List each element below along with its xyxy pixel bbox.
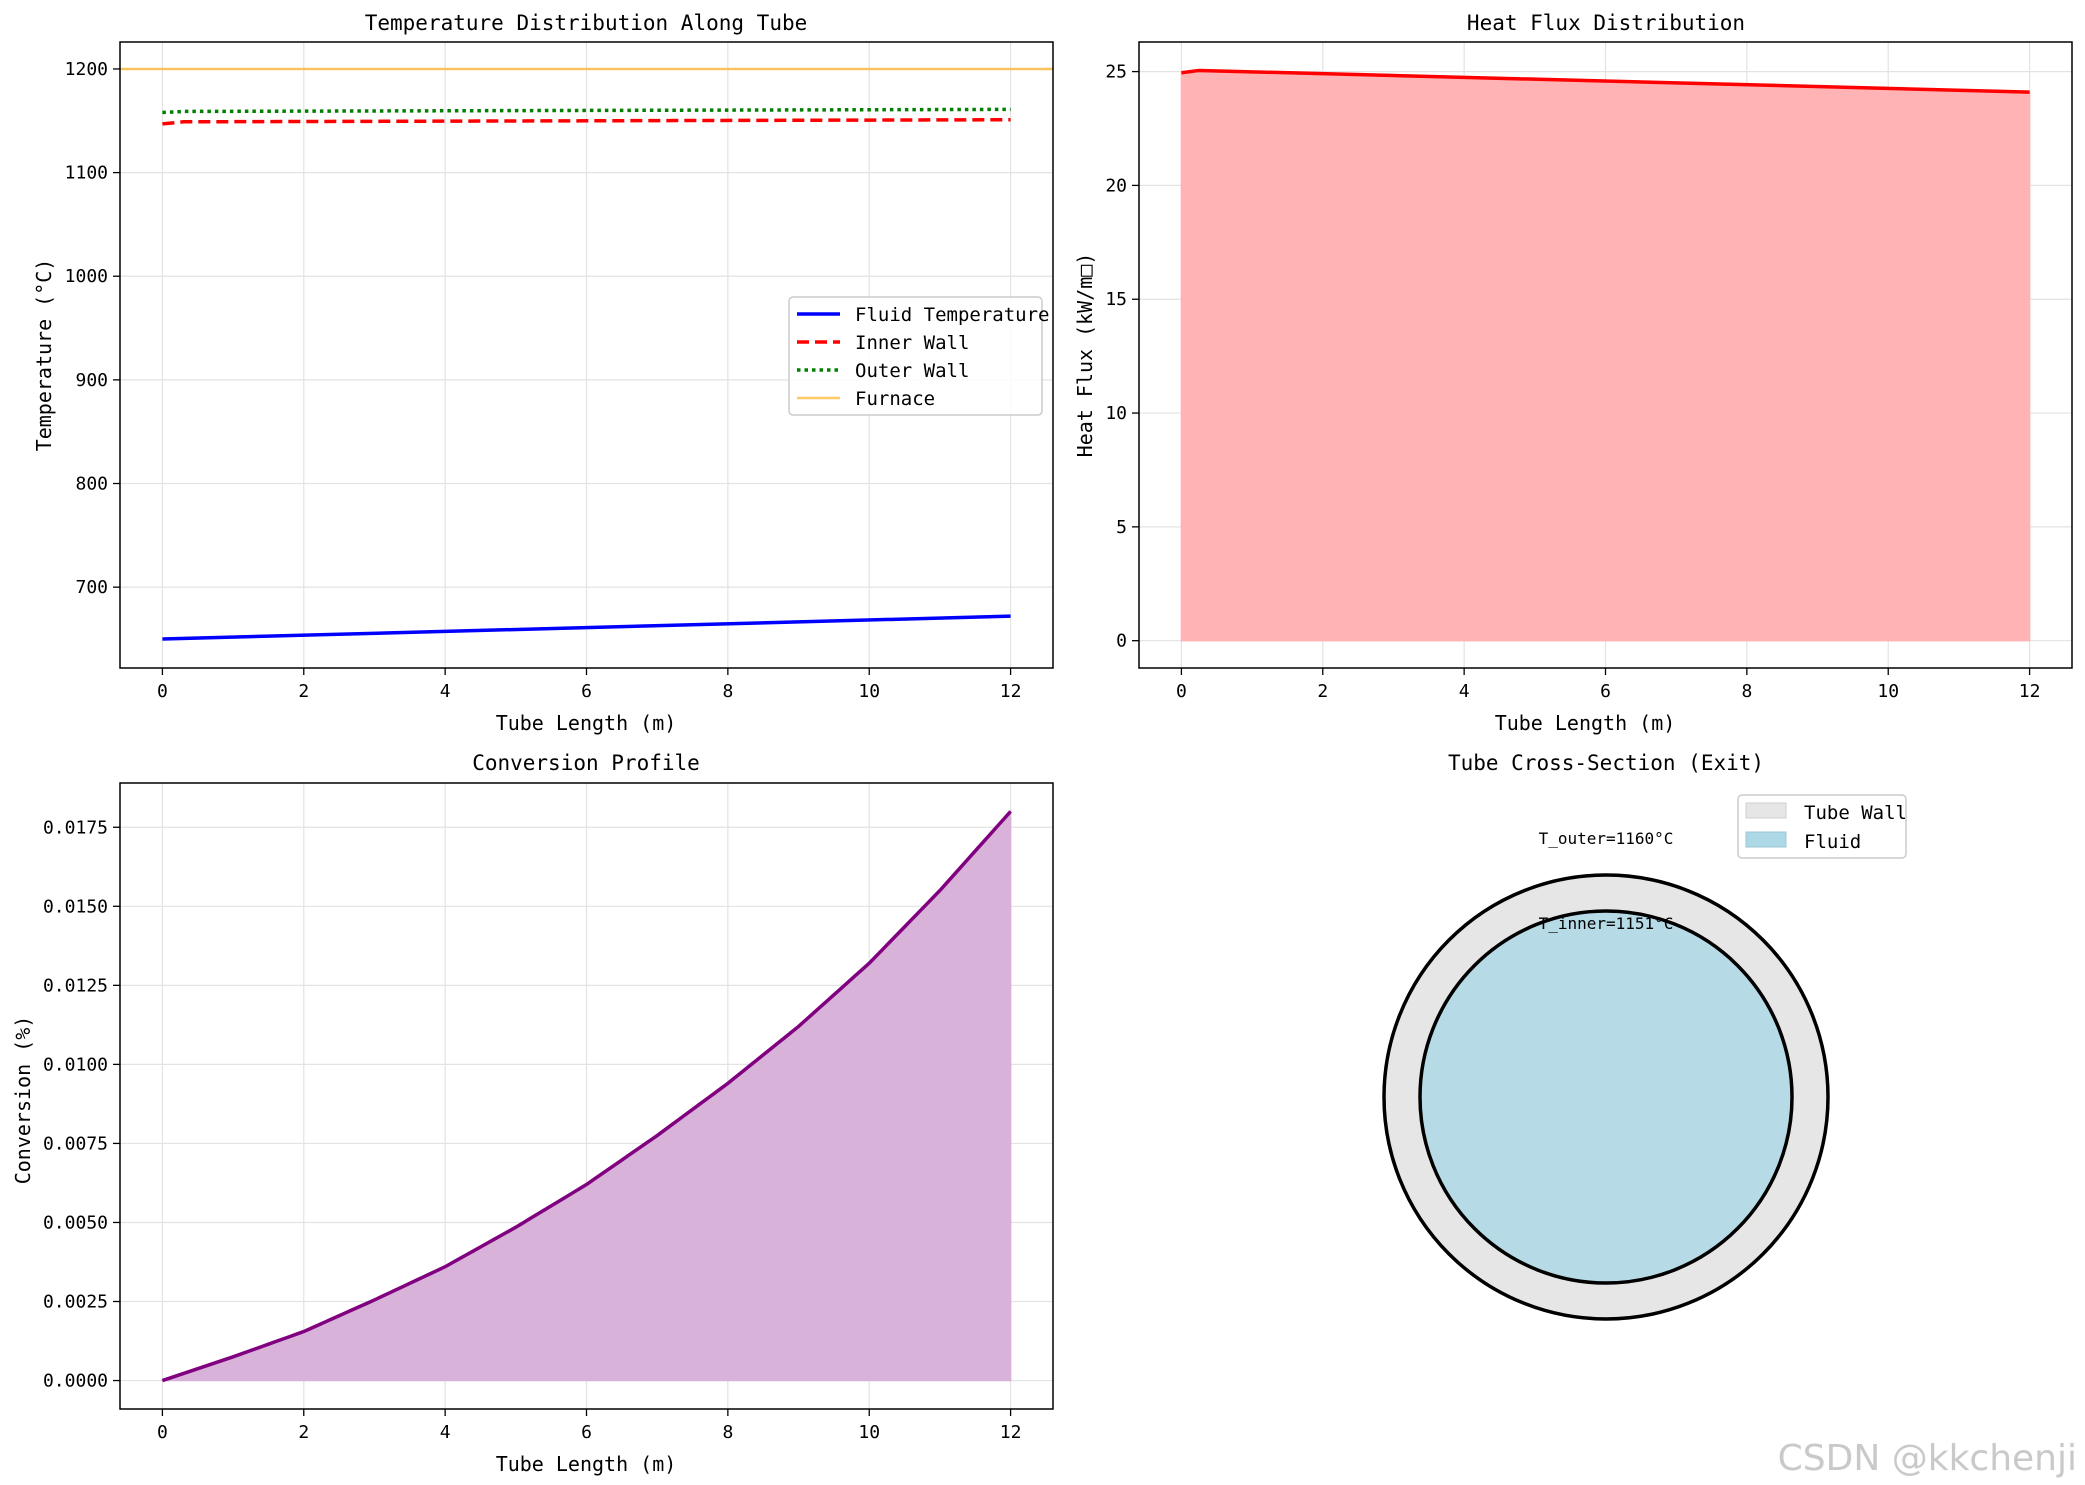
heat-flux-series-line	[1181, 68, 2030, 94]
temperature-x-tick-label: 6	[581, 681, 592, 702]
legend-furnace-label: Furnace	[855, 388, 935, 410]
heat-flux-x-tick-label: 12	[2019, 681, 2041, 702]
legend-inner-wall-label: Inner Wall	[855, 332, 969, 354]
conversion-chart-title: Conversion Profile	[472, 751, 700, 775]
conversion-y-tick-label: 0.0150	[43, 896, 108, 917]
conversion-x-label: Tube Length (m)	[496, 1452, 677, 1476]
heat-flux-area-fill	[1180, 69, 2031, 642]
heat-flux-chart-title: Heat Flux Distribution	[1467, 11, 1745, 35]
heat-flux-x-tick-label: 4	[1459, 681, 1470, 702]
conversion-chart: Conversion Profile 0 2 4 6 8 10 12 0.0000 0.0025…	[11, 751, 1054, 1476]
outer-temp-annotation: T_outer=1160°C	[1539, 829, 1674, 848]
temperature-y-tick-label: 1000	[65, 266, 108, 287]
conversion-y-label: Conversion (%)	[11, 1016, 35, 1185]
conversion-x-tick-label: 0	[157, 1422, 168, 1443]
heat-flux-x-tick-label: 10	[1877, 681, 1899, 702]
temperature-x-tick-label: 10	[858, 681, 880, 702]
legend-fluid-label: Fluid Temperature	[855, 304, 1049, 326]
conversion-y-tick-label: 0.0000	[43, 1371, 108, 1392]
temperature-y-tick-label: 700	[75, 577, 108, 598]
temperature-x-tick-label: 2	[298, 681, 309, 702]
conversion-y-tick-label: 0.0050	[43, 1212, 108, 1233]
heat-flux-x-label: Tube Length (m)	[1495, 711, 1676, 735]
legend-tube-wall-swatch	[1745, 802, 1787, 819]
cross-section-title: Tube Cross-Section (Exit)	[1448, 751, 1764, 775]
heat-flux-y-tick-label: 0	[1116, 631, 1127, 652]
inner-temp-annotation: T_inner=1151°C	[1539, 914, 1674, 933]
temperature-x-label: Tube Length (m)	[496, 711, 677, 735]
conversion-x-tick-label: 2	[298, 1422, 309, 1443]
heat-flux-y-tick-label: 25	[1105, 62, 1127, 83]
conversion-y-tick-label: 0.0175	[43, 817, 108, 838]
heat-flux-x-tick-label: 6	[1600, 681, 1611, 702]
legend-tube-wall-label: Tube Wall	[1804, 802, 1907, 824]
conversion-y-tick-label: 0.0125	[43, 975, 108, 996]
conversion-y-tick-label: 0.0075	[43, 1133, 108, 1154]
cross-section-legend: Tube Wall Fluid	[1737, 794, 1907, 859]
conversion-x-tick-label: 6	[581, 1422, 592, 1443]
temperature-y-tick-label: 1100	[65, 163, 108, 184]
conversion-x-tick-label: 12	[1000, 1422, 1022, 1443]
temperature-x-tick-label: 0	[157, 681, 168, 702]
temperature-legend: Fluid Temperature Inner Wall Outer Wall …	[788, 296, 1049, 416]
heat-flux-y-tick-label: 10	[1105, 403, 1127, 424]
series-line-inner-wall	[162, 117, 1011, 126]
conversion-y-tick-label: 0.0100	[43, 1054, 108, 1075]
temperature-x-tick-label: 12	[1000, 681, 1022, 702]
legend-fluid-area-swatch	[1745, 831, 1787, 848]
temperature-y-tick-label: 800	[75, 474, 108, 495]
temperature-y-tick-label: 1200	[65, 59, 108, 80]
series-line-outer-wall	[162, 107, 1011, 115]
heat-flux-x-tick-label: 2	[1317, 681, 1328, 702]
heat-flux-y-tick-label: 15	[1105, 289, 1127, 310]
legend-outer-wall-label: Outer Wall	[855, 360, 969, 382]
series-line-fluid-temperature	[162, 614, 1011, 641]
conversion-series-line	[161, 810, 1012, 1383]
temperature-x-tick-label: 4	[440, 681, 451, 702]
heat-flux-x-tick-label: 0	[1176, 681, 1187, 702]
watermark: CSDN @kkchenji	[1777, 1438, 2077, 1479]
cross-section-diagram: Tube Cross-Section (Exit) T_outer=1160°C…	[1382, 751, 1907, 1321]
temperature-chart: Temperature Distribution Along Tube 0 2 4 6…	[32, 11, 1054, 735]
heat-flux-y-tick-label: 5	[1116, 517, 1127, 538]
legend-fluid-area-label: Fluid	[1804, 831, 1861, 853]
fluid-circle	[1418, 909, 1794, 1285]
heat-flux-y-label: Heat Flux (kW/m□)	[1073, 253, 1097, 458]
temperature-y-label: Temperature (°C)	[32, 259, 56, 452]
temperature-y-tick-label: 900	[75, 370, 108, 391]
conversion-x-tick-label: 10	[858, 1422, 880, 1443]
temperature-x-tick-label: 8	[722, 681, 733, 702]
temperature-chart-title: Temperature Distribution Along Tube	[365, 11, 808, 35]
heat-flux-chart: Heat Flux Distribution 0 2 4 6 8 10 12 0 5 10 15 20…	[1073, 11, 2073, 735]
heat-flux-y-tick-label: 20	[1105, 175, 1127, 196]
conversion-x-tick-label: 8	[722, 1422, 733, 1443]
conversion-x-tick-label: 4	[440, 1422, 451, 1443]
conversion-y-tick-label: 0.0025	[43, 1292, 108, 1313]
heat-flux-x-tick-label: 8	[1741, 681, 1752, 702]
